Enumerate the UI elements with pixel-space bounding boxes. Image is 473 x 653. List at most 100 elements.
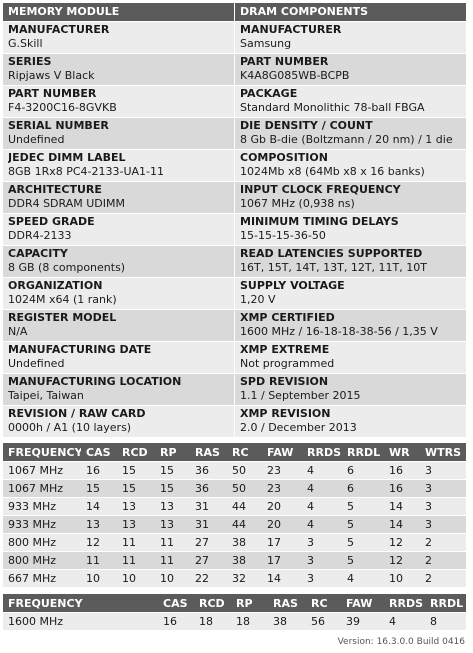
table-cell: 11 bbox=[81, 552, 117, 570]
table-cell: 15 bbox=[117, 480, 155, 498]
field-label: REVISION / RAW CARD bbox=[8, 407, 146, 420]
table-cell: 1600 MHz bbox=[3, 613, 158, 631]
field-spd-revision: SPD REVISION 1.1 / September 2015 bbox=[235, 374, 466, 405]
table-cell: 31 bbox=[190, 498, 227, 516]
table-cell: 11 bbox=[117, 552, 155, 570]
table-cell: 36 bbox=[190, 480, 227, 498]
column-header: RCD bbox=[194, 594, 231, 613]
xmp-timing-table: FREQUENCY CAS RCD RP RAS RC FAW RRDS RRDL 1600 MH… bbox=[3, 594, 466, 631]
table-cell: 17 bbox=[262, 552, 302, 570]
column-header: RCD bbox=[117, 443, 155, 462]
field-value: Standard Monolithic 78-ball FBGA bbox=[240, 101, 425, 114]
field-label: MANUFACTURING LOCATION bbox=[8, 375, 182, 388]
table-cell: 12 bbox=[384, 534, 420, 552]
field-value: 8 Gb B-die (Boltzmann / 20 nm) / 1 die bbox=[240, 133, 453, 146]
table-cell: 18 bbox=[231, 613, 268, 631]
table-cell: 11 bbox=[117, 534, 155, 552]
field-label: COMPOSITION bbox=[240, 151, 328, 164]
column-header: RC bbox=[227, 443, 262, 462]
field-label: PART NUMBER bbox=[8, 87, 97, 100]
table-cell: 20 bbox=[262, 516, 302, 534]
table-cell: 38 bbox=[268, 613, 306, 631]
table-cell: 15 bbox=[155, 480, 190, 498]
field-label: ORGANIZATION bbox=[8, 279, 103, 292]
column-header: FREQUENCY bbox=[3, 443, 81, 462]
field-label: MINIMUM TIMING DELAYS bbox=[240, 215, 399, 228]
field-xmp-certified: XMP CERTIFIED 1600 MHz / 16-18-18-38-56 /… bbox=[235, 310, 466, 341]
field-value: 1067 MHz (0,938 ns) bbox=[240, 197, 355, 210]
field-value: 16T, 15T, 14T, 13T, 12T, 11T, 10T bbox=[240, 261, 427, 274]
field-supply-voltage: SUPPLY VOLTAGE 1,20 V bbox=[235, 278, 466, 309]
table-cell: 14 bbox=[262, 570, 302, 588]
field-manufacturer: MANUFACTURER G.Skill bbox=[3, 22, 234, 53]
field-dram-part-number: PART NUMBER K4A8G085WB-BCPB bbox=[235, 54, 466, 85]
table-cell: 2 bbox=[420, 534, 466, 552]
info-grid: MEMORY MODULE DRAM COMPONENTS MANUFACTUR… bbox=[3, 3, 466, 437]
field-value: 1024M x64 (1 rank) bbox=[8, 293, 117, 306]
field-value: Undefined bbox=[8, 357, 65, 370]
column-header: RRDL bbox=[425, 594, 466, 613]
table-cell: 6 bbox=[342, 462, 384, 480]
column-header: RAS bbox=[268, 594, 306, 613]
table-cell: 22 bbox=[190, 570, 227, 588]
field-composition: COMPOSITION 1024Mb x8 (64Mb x8 x 16 banks… bbox=[235, 150, 466, 181]
field-xmp-revision: XMP REVISION 2.0 / December 2013 bbox=[235, 406, 466, 437]
table-cell: 4 bbox=[302, 498, 342, 516]
table-cell: 3 bbox=[420, 480, 466, 498]
table-cell: 800 MHz bbox=[3, 534, 81, 552]
table-cell: 1067 MHz bbox=[3, 480, 81, 498]
table-cell: 36 bbox=[190, 462, 227, 480]
table-cell: 667 MHz bbox=[3, 570, 81, 588]
jedec-timing-table: FREQUENCY CAS RCD RP RAS RC FAW RRDS RRDL WR WTRS 1… bbox=[3, 443, 466, 588]
table-cell: 16 bbox=[81, 462, 117, 480]
table-cell: 11 bbox=[155, 552, 190, 570]
table-cell: 27 bbox=[190, 552, 227, 570]
table-cell: 4 bbox=[302, 516, 342, 534]
field-value: DDR4 SDRAM UDIMM bbox=[8, 197, 125, 210]
field-value: 8 GB (8 components) bbox=[8, 261, 126, 274]
table-cell: 56 bbox=[306, 613, 341, 631]
version-label: Version: 16.3.0.0 Build 0416 bbox=[337, 637, 465, 647]
field-serial-number: SERIAL NUMBER Undefined bbox=[3, 118, 234, 149]
table-cell: 13 bbox=[155, 516, 190, 534]
field-value: Ripjaws V Black bbox=[8, 69, 95, 82]
table-cell: 5 bbox=[342, 498, 384, 516]
field-value: 15-15-15-36-50 bbox=[240, 229, 326, 242]
table-cell: 3 bbox=[302, 534, 342, 552]
spd-report: MEMORY MODULE DRAM COMPONENTS MANUFACTUR… bbox=[3, 3, 466, 631]
table-cell: 17 bbox=[262, 534, 302, 552]
field-label: PACKAGE bbox=[240, 87, 298, 100]
field-value: N/A bbox=[8, 325, 28, 338]
table-cell: 16 bbox=[384, 480, 420, 498]
field-architecture: ARCHITECTURE DDR4 SDRAM UDIMM bbox=[3, 182, 234, 213]
table-row: 667 MHz 10 10 10 22 32 14 3 4 10 2 bbox=[3, 570, 466, 588]
table-cell: 18 bbox=[194, 613, 231, 631]
field-label: SERIAL NUMBER bbox=[8, 119, 109, 132]
field-value: G.Skill bbox=[8, 37, 43, 50]
column-header: FAW bbox=[262, 443, 302, 462]
column-header: RAS bbox=[190, 443, 227, 462]
field-manufacturing-date: MANUFACTURING DATE Undefined bbox=[3, 342, 234, 373]
table-cell: 10 bbox=[117, 570, 155, 588]
table-cell: 12 bbox=[81, 534, 117, 552]
table-cell: 16 bbox=[384, 462, 420, 480]
field-series: SERIES Ripjaws V Black bbox=[3, 54, 234, 85]
column-header: WTRS bbox=[420, 443, 466, 462]
table-row: 800 MHz 12 11 11 27 38 17 3 5 12 2 bbox=[3, 534, 466, 552]
table-cell: 5 bbox=[342, 516, 384, 534]
table-cell: 1067 MHz bbox=[3, 462, 81, 480]
table-cell: 3 bbox=[420, 498, 466, 516]
table-cell: 3 bbox=[420, 462, 466, 480]
table-cell: 5 bbox=[342, 552, 384, 570]
field-value: Samsung bbox=[240, 37, 292, 50]
table-cell: 2 bbox=[420, 552, 466, 570]
field-label: SPD REVISION bbox=[240, 375, 329, 388]
table-cell: 6 bbox=[342, 480, 384, 498]
table-cell: 3 bbox=[302, 552, 342, 570]
field-value: F4-3200C16-8GVKB bbox=[8, 101, 117, 114]
memory-module-header: MEMORY MODULE bbox=[3, 3, 234, 21]
field-read-latencies: READ LATENCIES SUPPORTED 16T, 15T, 14T, 1… bbox=[235, 246, 466, 277]
field-label: XMP EXTREME bbox=[240, 343, 330, 356]
table-cell: 23 bbox=[262, 480, 302, 498]
table-cell: 39 bbox=[341, 613, 384, 631]
